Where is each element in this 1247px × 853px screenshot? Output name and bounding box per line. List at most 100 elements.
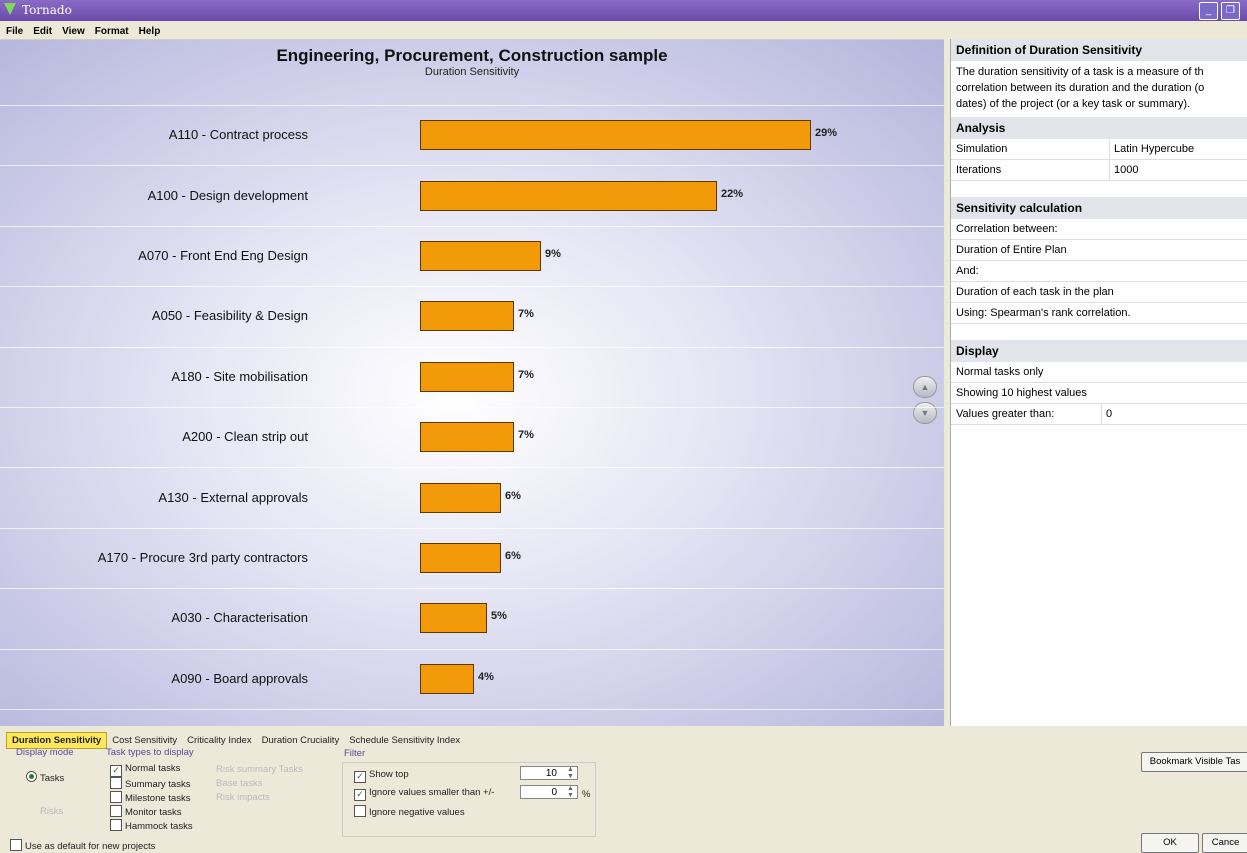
value-label: 7%	[518, 368, 534, 381]
row-separator	[0, 467, 944, 469]
display-heading: Display	[951, 340, 1247, 362]
checkbox-label: Monitor tasks	[125, 807, 182, 818]
tab-duration-cruciality[interactable]: Duration Cruciality	[261, 735, 340, 746]
bar[interactable]	[420, 422, 514, 453]
menu-help[interactable]: Help	[138, 26, 161, 37]
bar[interactable]	[420, 663, 474, 694]
tornado-chart: Engineering, Procurement, Construction s…	[0, 39, 944, 727]
row-separator	[0, 286, 944, 288]
category-label: A100 - Design development	[147, 187, 308, 203]
category-label: A130 - External approvals	[158, 489, 308, 505]
row-separator	[0, 407, 944, 408]
analysis-row: Simulation Latin Hypercube	[951, 139, 1247, 160]
row-separator	[0, 165, 944, 167]
bar[interactable]	[420, 543, 501, 573]
bar[interactable]	[420, 180, 717, 211]
row-separator	[0, 527, 944, 529]
base-tasks-checkbox[interactable]: Base tasks	[216, 778, 263, 789]
bar[interactable]	[420, 301, 514, 332]
row-separator	[0, 648, 944, 650]
calc-row: Using: Spearman's rank correlation.	[951, 303, 1247, 324]
calc-heading: Sensitivity calculation	[951, 197, 1247, 219]
menu-edit[interactable]: Edit	[33, 26, 53, 37]
show-top-checkbox[interactable]: ✓ Show top	[354, 769, 409, 783]
value-label: 9%	[545, 248, 561, 260]
scroll-down-icon[interactable]: ▼	[913, 402, 937, 424]
checkbox-label: Ignore negative values	[369, 807, 465, 818]
display-key: Values greater than:	[956, 408, 1055, 420]
category-label: A110 - Contract process	[168, 127, 308, 143]
analysis-key: Simulation	[956, 143, 1008, 155]
hammock-tasks-checkbox[interactable]: Hammock tasks	[110, 819, 193, 832]
row-separator	[0, 588, 944, 590]
calc-row: Correlation between:	[951, 219, 1247, 240]
checkbox-checked-icon: ✓	[354, 789, 366, 801]
bar[interactable]	[420, 603, 487, 634]
tab-duration-sensitivity[interactable]: Duration Sensitivity	[6, 732, 108, 749]
category-label: A170 - Procure 3rd party contractors	[97, 550, 308, 565]
category-label: A070 - Front End Eng Design	[138, 248, 308, 263]
scroll-up-icon[interactable]: ▲	[913, 376, 937, 398]
task-types-label: Task types to display	[106, 747, 194, 758]
definition-line: The duration sensitivity of a task is a …	[956, 66, 1204, 78]
spin-arrows-icon[interactable]: ▲ ▼	[567, 766, 574, 780]
menu-view[interactable]: View	[62, 26, 85, 37]
show-top-input[interactable]: 10	[520, 766, 578, 780]
risk-impacts-checkbox[interactable]: Risk impacts	[216, 792, 270, 803]
chart-title: Engineering, Procurement, Construction s…	[276, 46, 668, 65]
cancel-button[interactable]: Cance	[1202, 833, 1247, 853]
checkbox-label: Show top	[369, 769, 409, 780]
category-label: A090 - Board approvals	[171, 670, 308, 686]
checkbox-icon	[110, 791, 122, 803]
ok-button[interactable]: OK	[1141, 833, 1199, 853]
mode-tasks-radio[interactable]: Tasks	[26, 771, 64, 784]
bar[interactable]	[420, 120, 811, 151]
value-label: 6%	[505, 550, 521, 562]
default-checkbox[interactable]: Use as default for new projects	[10, 839, 155, 852]
tab-cost-sensitivity[interactable]: Cost Sensitivity	[112, 735, 178, 746]
bar[interactable]	[420, 361, 514, 392]
summary-tasks-checkbox[interactable]: Summary tasks	[110, 777, 190, 790]
spin-arrows-icon[interactable]: ▲ ▼	[567, 785, 574, 799]
tab-criticality-index[interactable]: Criticality Index	[187, 735, 252, 746]
checkbox-icon	[110, 819, 122, 831]
monitor-tasks-checkbox[interactable]: Monitor tasks	[110, 805, 182, 818]
bookmark-button[interactable]: Bookmark Visible Tas	[1141, 752, 1247, 772]
analysis-row: Iterations 1000	[951, 160, 1247, 181]
tab-schedule-sensitivity-index[interactable]: Schedule Sensitivity Index	[349, 735, 461, 746]
category-label: A030 - Characterisation	[171, 610, 308, 626]
tornado-logo-icon	[4, 3, 16, 15]
info-panel: Definition of Duration Sensitivity The d…	[950, 39, 1247, 726]
restore-icon[interactable]: ❐	[1221, 2, 1240, 20]
row-separator	[0, 709, 944, 710]
calc-row: Duration of Entire Plan	[951, 240, 1247, 261]
risk-summary-checkbox[interactable]: Risk summary Tasks	[216, 764, 303, 775]
menu-bar: File Edit View Format Help	[0, 21, 1247, 39]
row-separator	[0, 105, 944, 106]
row-separator	[0, 346, 944, 348]
checkbox-label: Normal tasks	[125, 763, 181, 774]
display-value: 0	[1101, 404, 1112, 424]
definition-line: correlation between its duration and the…	[956, 82, 1205, 94]
bar[interactable]	[420, 482, 501, 513]
mode-risks-radio[interactable]: Risks	[40, 806, 64, 817]
window-title: Tornado	[22, 3, 72, 17]
bar[interactable]	[420, 241, 541, 271]
ignore-small-checkbox[interactable]: ✓ Ignore values smaller than +/-	[354, 787, 494, 801]
value-label: 7%	[518, 429, 534, 442]
minimize-icon[interactable]: _	[1199, 2, 1218, 20]
category-label: A200 - Clean strip out	[182, 429, 308, 445]
normal-tasks-checkbox[interactable]: ✓ Normal tasks	[110, 763, 180, 777]
ignore-small-input[interactable]: 0	[520, 785, 578, 799]
value-label: 7%	[518, 308, 534, 321]
display-row: Normal tasks only	[951, 362, 1247, 383]
filter-group	[342, 762, 596, 837]
menu-format[interactable]: Format	[94, 26, 129, 37]
menu-file[interactable]: File	[6, 26, 24, 37]
ignore-negative-checkbox[interactable]: Ignore negative values	[354, 805, 465, 818]
checkbox-label: Milestone tasks	[125, 793, 191, 804]
value-label: 4%	[478, 670, 494, 683]
milestone-tasks-checkbox[interactable]: Milestone tasks	[110, 791, 190, 804]
display-mode-label: Display mode	[16, 747, 74, 758]
category-label: A180 - Site mobilisation	[171, 368, 308, 384]
